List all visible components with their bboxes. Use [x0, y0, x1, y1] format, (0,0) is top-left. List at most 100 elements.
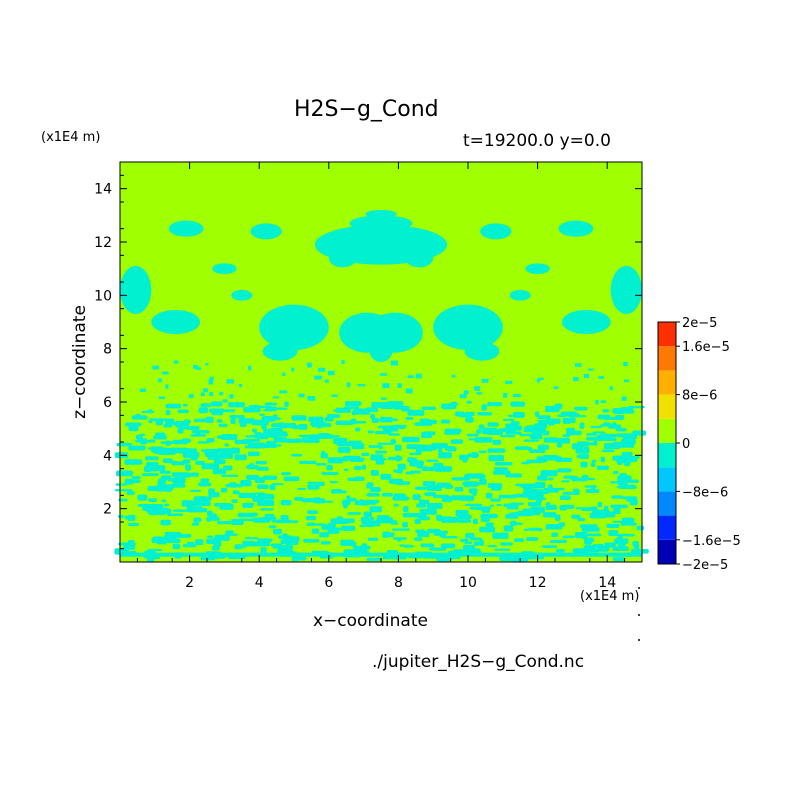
mixed-patch — [547, 477, 554, 481]
colorbar-segment — [658, 394, 676, 419]
mixed-patch — [207, 535, 214, 539]
x-tick-label: 10 — [459, 575, 477, 591]
mixed-patch — [165, 403, 182, 409]
mixed-patch — [168, 460, 179, 464]
field-speck — [587, 368, 594, 371]
field-speck — [609, 386, 613, 391]
mixed-patch — [294, 496, 304, 501]
field-patch — [231, 290, 253, 301]
mixed-patch — [545, 524, 563, 530]
mixed-patch — [225, 530, 234, 535]
mixed-patch — [194, 418, 211, 423]
chart-subtitle: t=19200.0 y=0.0 — [463, 131, 611, 151]
chart-title: H2S−g_Cond — [294, 97, 439, 122]
mixed-patch — [439, 452, 445, 457]
lower-mixed-layer — [114, 400, 649, 563]
field-speck — [152, 365, 160, 370]
colorbar-segment — [658, 467, 676, 492]
mixed-patch — [178, 472, 186, 477]
mixed-patch — [440, 517, 458, 523]
field-speck — [346, 382, 351, 387]
mixed-patch — [390, 439, 396, 445]
field-speck — [203, 388, 208, 393]
field-patch — [610, 266, 643, 314]
mixed-patch — [375, 450, 388, 454]
field-speck — [238, 383, 243, 388]
mixed-patch — [166, 536, 177, 542]
mixed-patch — [555, 549, 565, 553]
mixed-patch — [439, 533, 447, 538]
mixed-patch — [128, 445, 146, 451]
mixed-patch — [502, 418, 515, 421]
mixed-patch — [195, 460, 205, 465]
field-speck — [574, 363, 582, 367]
y-scale-label: (x1E4 m) — [41, 130, 101, 145]
mixed-patch — [507, 414, 520, 418]
mixed-patch — [118, 514, 125, 519]
mixed-patch — [509, 512, 518, 515]
mixed-patch — [465, 533, 475, 539]
mixed-patch — [498, 494, 517, 499]
mixed-patch — [526, 493, 544, 499]
mixed-patch — [424, 492, 429, 496]
field-patch — [250, 223, 282, 240]
mixed-patch — [526, 459, 543, 464]
mixed-patch — [617, 533, 635, 537]
mixed-patch — [419, 508, 437, 515]
mixed-patch — [621, 496, 638, 500]
mixed-patch — [437, 447, 443, 453]
mixed-patch — [414, 518, 421, 525]
field-speck — [219, 391, 224, 396]
mixed-patch — [492, 439, 502, 445]
field-speck — [158, 396, 165, 400]
mixed-patch — [597, 501, 603, 508]
mixed-patch — [475, 506, 488, 511]
mixed-patch — [515, 483, 533, 487]
mixed-patch — [167, 513, 184, 516]
mixed-patch — [505, 431, 522, 435]
field-speck — [222, 399, 228, 403]
mixed-patch — [247, 438, 253, 445]
mixed-patch — [612, 410, 627, 414]
mixed-patch — [402, 512, 421, 518]
mixed-patch — [247, 451, 260, 457]
field-speck — [284, 401, 289, 407]
mixed-patch — [392, 528, 410, 531]
mixed-patch — [367, 430, 375, 434]
mixed-patch — [350, 541, 357, 547]
field-speck — [380, 373, 387, 376]
mixed-patch — [157, 478, 166, 485]
mixed-patch — [542, 545, 558, 549]
mixed-patch — [528, 497, 547, 501]
mixed-patch — [316, 462, 327, 466]
mixed-patch — [608, 424, 622, 429]
mixed-patch — [298, 424, 308, 430]
field-speck — [405, 388, 413, 394]
mixed-patch — [273, 437, 287, 443]
mixed-patch — [418, 460, 424, 466]
mixed-patch — [620, 438, 636, 445]
mixed-patch — [299, 434, 317, 437]
mixed-patch — [143, 465, 152, 473]
field-patch — [480, 223, 512, 240]
mixed-patch — [438, 530, 449, 534]
mixed-patch — [415, 486, 427, 490]
mixed-patch — [390, 418, 398, 422]
mixed-patch — [182, 459, 191, 464]
mixed-patch — [165, 409, 171, 416]
mixed-patch — [390, 522, 399, 525]
mixed-patch — [485, 522, 494, 528]
mixed-patch — [291, 415, 307, 421]
mixed-patch — [186, 541, 195, 545]
mixed-patch — [284, 438, 303, 443]
mixed-patch — [321, 524, 333, 530]
mixed-patch — [540, 470, 558, 477]
mixed-patch — [621, 451, 633, 457]
mixed-patch — [603, 443, 621, 450]
mixed-patch — [281, 472, 291, 476]
mixed-patch — [271, 483, 284, 486]
mixed-patch — [584, 538, 592, 545]
field-speck — [209, 392, 214, 397]
mixed-patch — [515, 425, 523, 431]
field-speck — [200, 392, 205, 397]
